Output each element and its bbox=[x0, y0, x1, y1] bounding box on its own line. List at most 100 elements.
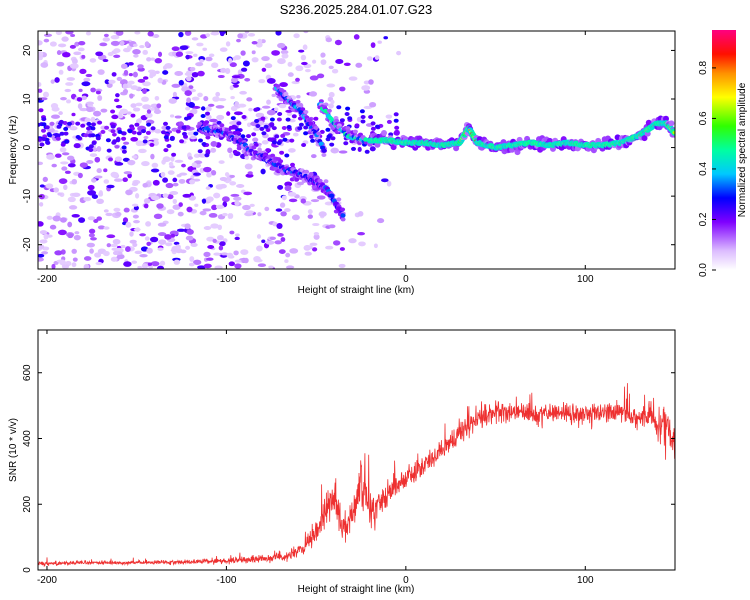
spectrogram-cell bbox=[278, 103, 287, 109]
spectrogram-cell bbox=[217, 224, 223, 230]
spectrogram-cell bbox=[130, 113, 136, 118]
spectrogram-cell bbox=[386, 119, 392, 124]
spectrogram-cell bbox=[78, 217, 86, 223]
spectrogram-cell bbox=[126, 111, 132, 115]
spectrogram-cell bbox=[193, 172, 201, 176]
spectrogram-cell bbox=[366, 56, 373, 61]
spectrogram-cell bbox=[313, 234, 320, 240]
spectrogram-cell bbox=[203, 263, 212, 269]
spectrogram-cell bbox=[225, 179, 230, 184]
spectrogram-cell bbox=[41, 122, 47, 127]
spectrogram-cell bbox=[260, 168, 266, 175]
spectrogram-cell bbox=[304, 169, 310, 174]
spectrogram-cell bbox=[143, 198, 151, 204]
spectrogram-cell bbox=[45, 183, 54, 189]
colorbar-tick-label: 0.6 bbox=[698, 111, 709, 125]
spectrogram-cell bbox=[291, 214, 300, 221]
spectrogram-cell bbox=[357, 146, 362, 152]
spectrogram-cell bbox=[354, 123, 360, 128]
colorbar-tick-label: 0.8 bbox=[698, 61, 709, 75]
spectrogram-cell bbox=[67, 196, 76, 203]
spectrogram-cell bbox=[203, 251, 211, 258]
spectrogram-cell bbox=[95, 136, 101, 141]
spectrogram-cell bbox=[279, 150, 285, 155]
spectrogram-cell bbox=[374, 55, 380, 60]
spectrogram-cell bbox=[56, 259, 66, 263]
y-tick-label: 10 bbox=[22, 93, 33, 105]
spectrogram-cell bbox=[200, 34, 208, 39]
spectrogram-cell bbox=[276, 223, 283, 229]
spectrogram-cell bbox=[83, 196, 92, 202]
spectrogram-cell bbox=[161, 130, 166, 135]
spectrogram-cell bbox=[352, 129, 358, 134]
spectrogram-cell bbox=[233, 250, 239, 256]
spectrogram-cell bbox=[234, 259, 242, 263]
spectrogram-cell bbox=[177, 211, 184, 217]
spectrogram-cell bbox=[130, 136, 139, 142]
spectrogram-cell bbox=[307, 214, 313, 219]
spectrogram-cell bbox=[179, 45, 189, 51]
spectrogram-x-axis-label: Height of straight line (km) bbox=[298, 285, 415, 296]
spectrogram-cell bbox=[86, 160, 94, 164]
spectrogram-cell bbox=[219, 31, 225, 37]
spectrogram-cell bbox=[160, 171, 166, 178]
spectrogram-cell bbox=[185, 245, 191, 250]
spectrogram-cell bbox=[103, 179, 110, 184]
spectrogram-cell bbox=[347, 116, 353, 121]
spectrogram-frame bbox=[37, 30, 676, 270]
spectrogram-cell bbox=[120, 63, 128, 69]
spectrogram-cell bbox=[270, 153, 276, 158]
spectrogram-cell bbox=[137, 78, 146, 83]
spectrogram-cell bbox=[336, 105, 342, 110]
spectrogram-cell bbox=[174, 115, 182, 119]
spectrogram-cell bbox=[277, 58, 286, 65]
spectrogram-cell bbox=[54, 77, 60, 83]
spectrogram-cell bbox=[309, 134, 315, 139]
spectrogram-cell bbox=[234, 263, 242, 269]
spectrogram-cell bbox=[219, 176, 228, 182]
spectrogram-cell bbox=[106, 243, 112, 248]
spectrogram-cell bbox=[90, 237, 97, 241]
spectrogram-cell bbox=[316, 73, 325, 79]
spectrogram-cell bbox=[71, 58, 78, 65]
spectrogram-cell bbox=[58, 69, 64, 75]
spectrogram-cell bbox=[236, 38, 241, 43]
spectrogram-cell bbox=[153, 140, 159, 146]
spectrogram-cell bbox=[182, 131, 187, 136]
spectrogram-cell bbox=[185, 106, 191, 111]
spectrogram-cell bbox=[157, 77, 163, 84]
spectrogram-cell bbox=[197, 92, 203, 98]
spectrogram-cell bbox=[89, 58, 97, 63]
y-tick-label: 400 bbox=[22, 430, 33, 447]
spectrogram-cell bbox=[178, 79, 184, 86]
spectrogram-cell bbox=[111, 114, 119, 120]
spectrogram-cell bbox=[244, 163, 253, 170]
spectrogram-cell bbox=[388, 132, 394, 137]
spectrogram-cell bbox=[51, 114, 60, 119]
spectrogram-cell bbox=[100, 108, 108, 113]
figure-title: S236.2025.284.01.07.G23 bbox=[280, 2, 433, 17]
spectrogram-cell bbox=[237, 69, 243, 76]
spectrogram-cell bbox=[219, 241, 226, 247]
spectrogram-cell bbox=[100, 129, 106, 134]
spectrogram-cell bbox=[103, 33, 109, 38]
spectrogram-cell bbox=[328, 103, 334, 109]
spectrogram-cell bbox=[54, 153, 62, 158]
spectrogram-cell bbox=[370, 121, 376, 126]
spectrogram-cell bbox=[351, 146, 356, 151]
spectrogram-cell bbox=[298, 49, 305, 53]
spectrogram-cell bbox=[229, 121, 237, 125]
spectrogram-cell bbox=[201, 142, 207, 146]
spectrogram-cell bbox=[277, 233, 284, 237]
spectrogram-cell bbox=[189, 66, 196, 72]
spectrogram-cell bbox=[96, 198, 104, 204]
spectrogram-cell bbox=[147, 31, 154, 37]
spectrogram-cell bbox=[49, 224, 57, 230]
spectrogram-cell bbox=[59, 131, 65, 136]
spectrogram-cell bbox=[259, 126, 265, 131]
spectrogram-cell bbox=[58, 111, 63, 116]
spectrogram-cell bbox=[142, 139, 148, 144]
spectrogram-cell bbox=[281, 53, 289, 59]
spectrogram-cell bbox=[224, 172, 230, 177]
spectrogram-cell bbox=[307, 209, 313, 215]
